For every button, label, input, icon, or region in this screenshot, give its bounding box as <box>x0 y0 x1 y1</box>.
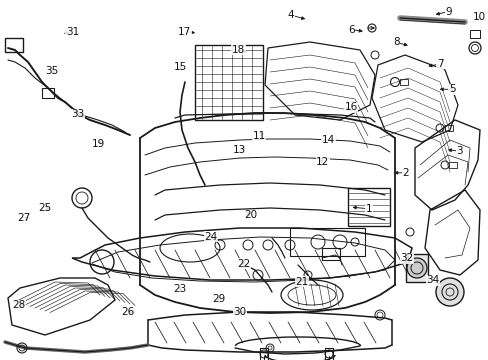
Text: 30: 30 <box>233 307 245 318</box>
Text: 15: 15 <box>173 62 186 72</box>
Text: 26: 26 <box>121 307 135 318</box>
Text: 24: 24 <box>204 232 218 242</box>
Text: 9: 9 <box>445 6 451 17</box>
Bar <box>347 188 389 226</box>
Bar <box>195 45 263 120</box>
Text: 16: 16 <box>344 102 357 112</box>
Text: 11: 11 <box>252 131 265 141</box>
Circle shape <box>435 278 463 306</box>
Text: 13: 13 <box>232 145 246 156</box>
Text: 19: 19 <box>92 139 105 149</box>
Bar <box>444 125 452 131</box>
Text: 1: 1 <box>365 204 372 214</box>
Text: 34: 34 <box>425 275 439 285</box>
Text: 35: 35 <box>44 66 58 76</box>
Bar <box>321 248 339 260</box>
Bar <box>448 162 456 168</box>
Bar <box>405 254 427 282</box>
Text: 21: 21 <box>295 276 308 287</box>
Bar <box>5 38 23 52</box>
Text: 4: 4 <box>287 10 294 20</box>
Bar <box>289 228 364 256</box>
Text: 2: 2 <box>402 168 408 178</box>
Text: 10: 10 <box>472 12 485 22</box>
Text: 3: 3 <box>455 146 462 156</box>
Text: 29: 29 <box>212 294 225 304</box>
Text: 32: 32 <box>399 253 413 264</box>
Text: 8: 8 <box>392 37 399 48</box>
Text: 20: 20 <box>244 210 256 220</box>
Text: 12: 12 <box>315 157 329 167</box>
Text: 23: 23 <box>173 284 186 294</box>
Text: 25: 25 <box>38 203 52 213</box>
Text: 22: 22 <box>236 258 250 269</box>
Text: 7: 7 <box>436 59 443 69</box>
Bar <box>42 88 54 98</box>
Text: 5: 5 <box>448 84 455 94</box>
Text: 17: 17 <box>178 27 191 37</box>
Bar <box>260 348 267 360</box>
Text: 6: 6 <box>347 24 354 35</box>
Bar <box>399 79 407 85</box>
Text: 28: 28 <box>12 300 25 310</box>
Bar <box>325 348 332 360</box>
Text: 33: 33 <box>71 109 85 120</box>
Text: 14: 14 <box>321 135 335 145</box>
Text: 27: 27 <box>17 213 30 223</box>
Text: 31: 31 <box>65 27 79 37</box>
Circle shape <box>406 258 426 278</box>
Bar <box>469 30 479 38</box>
Text: 18: 18 <box>231 45 245 55</box>
